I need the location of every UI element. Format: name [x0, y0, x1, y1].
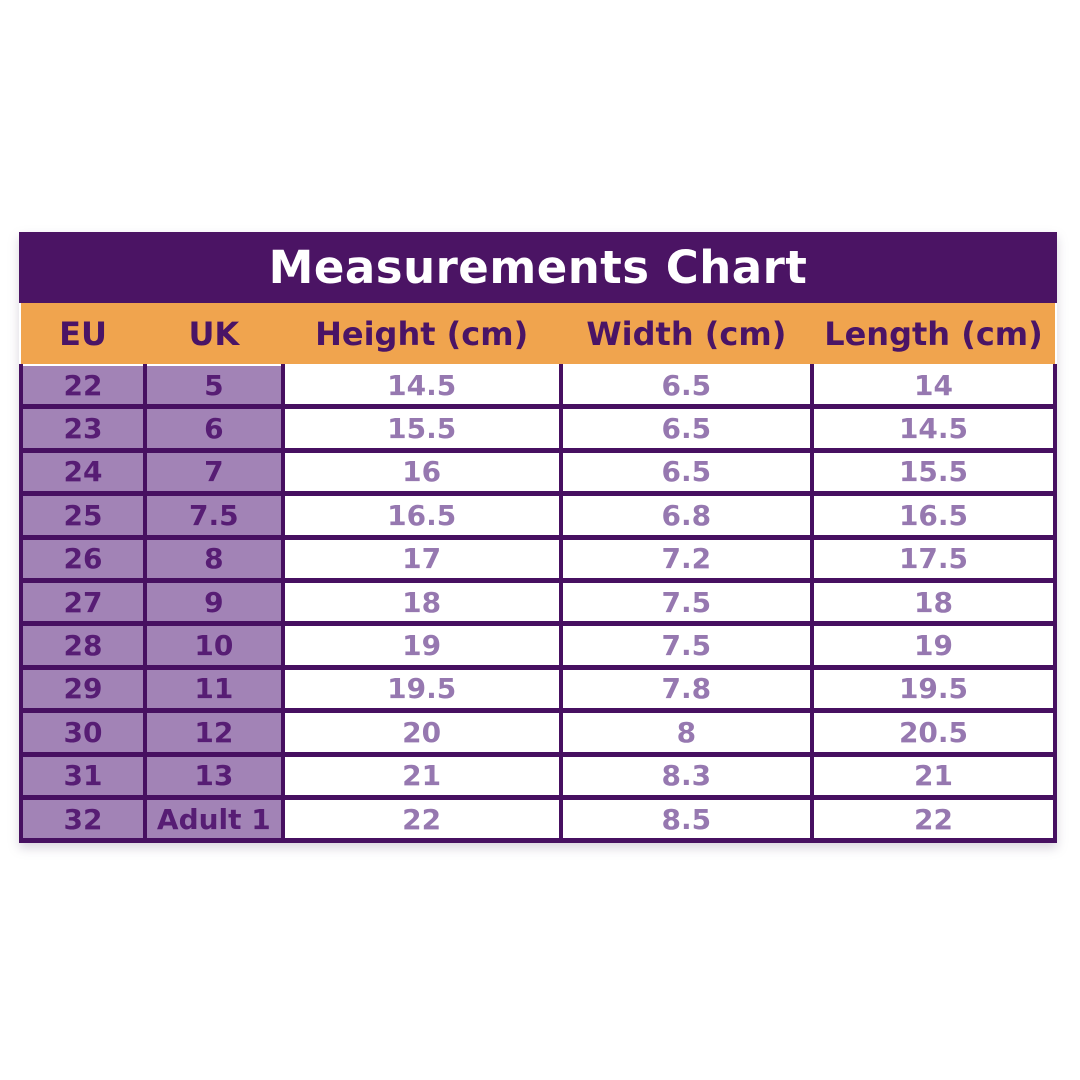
cell-height: 16	[280, 447, 563, 497]
cell-width: 7.2	[558, 534, 814, 583]
cell-uk: 6	[143, 404, 285, 453]
cell-height: 20	[280, 708, 563, 757]
cell-width: 6.5	[558, 404, 814, 453]
cell-height: 14.5	[280, 364, 563, 410]
cell-height: 19.5	[280, 664, 563, 714]
cell-uk: 9	[143, 577, 285, 627]
cell-width: 6.5	[558, 364, 814, 410]
cell-length: 15.5	[809, 447, 1058, 497]
header-row: EU UK Height (cm) Width (cm) Length (cm)	[21, 303, 1055, 365]
cell-eu: 25	[18, 491, 148, 540]
cell-uk: 13	[143, 751, 285, 800]
column-header-eu: EU	[21, 303, 146, 365]
cell-width: 7.5	[558, 577, 814, 627]
column-header-length: Length (cm)	[811, 303, 1055, 365]
cell-height: 22	[280, 794, 563, 844]
cell-eu: 22	[18, 364, 148, 410]
cell-uk: 7.5	[143, 491, 285, 540]
cell-length: 21	[809, 751, 1058, 800]
table-row: 31 13 21 8.3 21	[18, 751, 1058, 800]
cell-length: 18	[809, 577, 1058, 627]
table-row: 24 7 16 6.5 15.5	[18, 447, 1058, 497]
cell-height: 16.5	[280, 491, 563, 540]
measurements-table: EU UK Height (cm) Width (cm) Length (cm)…	[18, 303, 1058, 844]
cell-uk: 7	[143, 447, 285, 497]
cell-eu: 23	[18, 404, 148, 453]
cell-width: 6.5	[558, 447, 814, 497]
table-body: 22 5 14.5 6.5 14 23 6 15.5 6.5 14.5 24 7…	[18, 364, 1058, 844]
cell-length: 19.5	[809, 664, 1058, 714]
measurements-table-card: Measurements Chart EU UK Height (cm) Wid…	[18, 232, 1058, 844]
table-row: 22 5 14.5 6.5 14	[18, 364, 1058, 410]
cell-eu: 24	[18, 447, 148, 497]
cell-length: 17.5	[809, 534, 1058, 583]
cell-uk: 12	[143, 708, 285, 757]
cell-eu: 31	[18, 751, 148, 800]
cell-width: 7.8	[558, 664, 814, 714]
cell-height: 19	[280, 621, 563, 670]
cell-height: 18	[280, 577, 563, 627]
cell-length: 19	[809, 621, 1058, 670]
cell-eu: 28	[18, 621, 148, 670]
cell-length: 22	[809, 794, 1058, 844]
table-row: 27 9 18 7.5 18	[18, 577, 1058, 627]
table-title-band: Measurements Chart	[19, 232, 1057, 303]
table-row: 32 Adult 1 22 8.5 22	[18, 794, 1058, 844]
table-row: 28 10 19 7.5 19	[18, 621, 1058, 670]
cell-length: 14.5	[809, 404, 1058, 453]
column-header-uk: UK	[145, 303, 283, 365]
cell-eu: 32	[18, 794, 148, 844]
cell-height: 21	[280, 751, 563, 800]
cell-eu: 26	[18, 534, 148, 583]
cell-eu: 29	[18, 664, 148, 714]
table-row: 25 7.5 16.5 6.8 16.5	[18, 491, 1058, 540]
cell-uk: 11	[143, 664, 285, 714]
cell-uk: 8	[143, 534, 285, 583]
cell-height: 15.5	[280, 404, 563, 453]
cell-height: 17	[280, 534, 563, 583]
table-row: 23 6 15.5 6.5 14.5	[18, 404, 1058, 453]
cell-width: 7.5	[558, 621, 814, 670]
cell-eu: 27	[18, 577, 148, 627]
cell-width: 8.3	[558, 751, 814, 800]
column-header-width: Width (cm)	[560, 303, 812, 365]
cell-length: 14	[809, 364, 1058, 410]
cell-uk: Adult 1	[143, 794, 285, 844]
cell-width: 8	[558, 708, 814, 757]
cell-eu: 30	[18, 708, 148, 757]
table-title: Measurements Chart	[268, 241, 808, 294]
column-header-height: Height (cm)	[282, 303, 561, 365]
cell-length: 16.5	[809, 491, 1058, 540]
cell-uk: 10	[143, 621, 285, 670]
table-row: 30 12 20 8 20.5	[18, 708, 1058, 757]
cell-width: 6.8	[558, 491, 814, 540]
cell-uk: 5	[143, 364, 285, 410]
table-row: 29 11 19.5 7.8 19.5	[18, 664, 1058, 714]
table-row: 26 8 17 7.2 17.5	[18, 534, 1058, 583]
cell-length: 20.5	[809, 708, 1058, 757]
cell-width: 8.5	[558, 794, 814, 844]
